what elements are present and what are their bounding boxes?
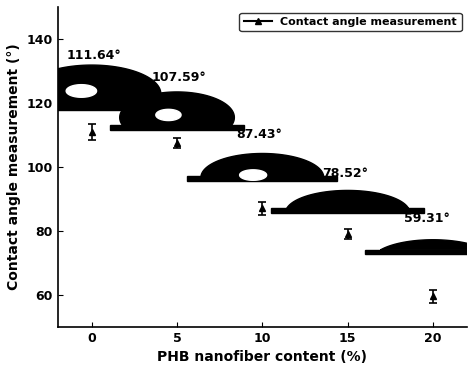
Bar [14,105,170,110]
Bar [272,209,424,213]
Polygon shape [66,85,97,97]
Polygon shape [381,240,474,250]
Text: 87.43°: 87.43° [237,128,283,141]
Text: 78.52°: 78.52° [322,167,368,180]
Text: 111.64°: 111.64° [66,49,121,62]
Legend: Contact angle measurement: Contact angle measurement [239,13,462,32]
Y-axis label: Contact angle measurement (°): Contact angle measurement (°) [7,43,21,290]
Polygon shape [201,154,324,176]
Polygon shape [240,170,267,180]
Bar [187,176,337,181]
Polygon shape [287,190,409,209]
Text: 107.59°: 107.59° [151,71,206,84]
Polygon shape [120,92,234,125]
Polygon shape [156,109,181,121]
Polygon shape [23,65,161,105]
Bar [110,125,244,130]
Bar [365,250,474,254]
Text: 59.31°: 59.31° [404,211,450,224]
X-axis label: PHB nanofiber content (%): PHB nanofiber content (%) [157,350,367,364]
